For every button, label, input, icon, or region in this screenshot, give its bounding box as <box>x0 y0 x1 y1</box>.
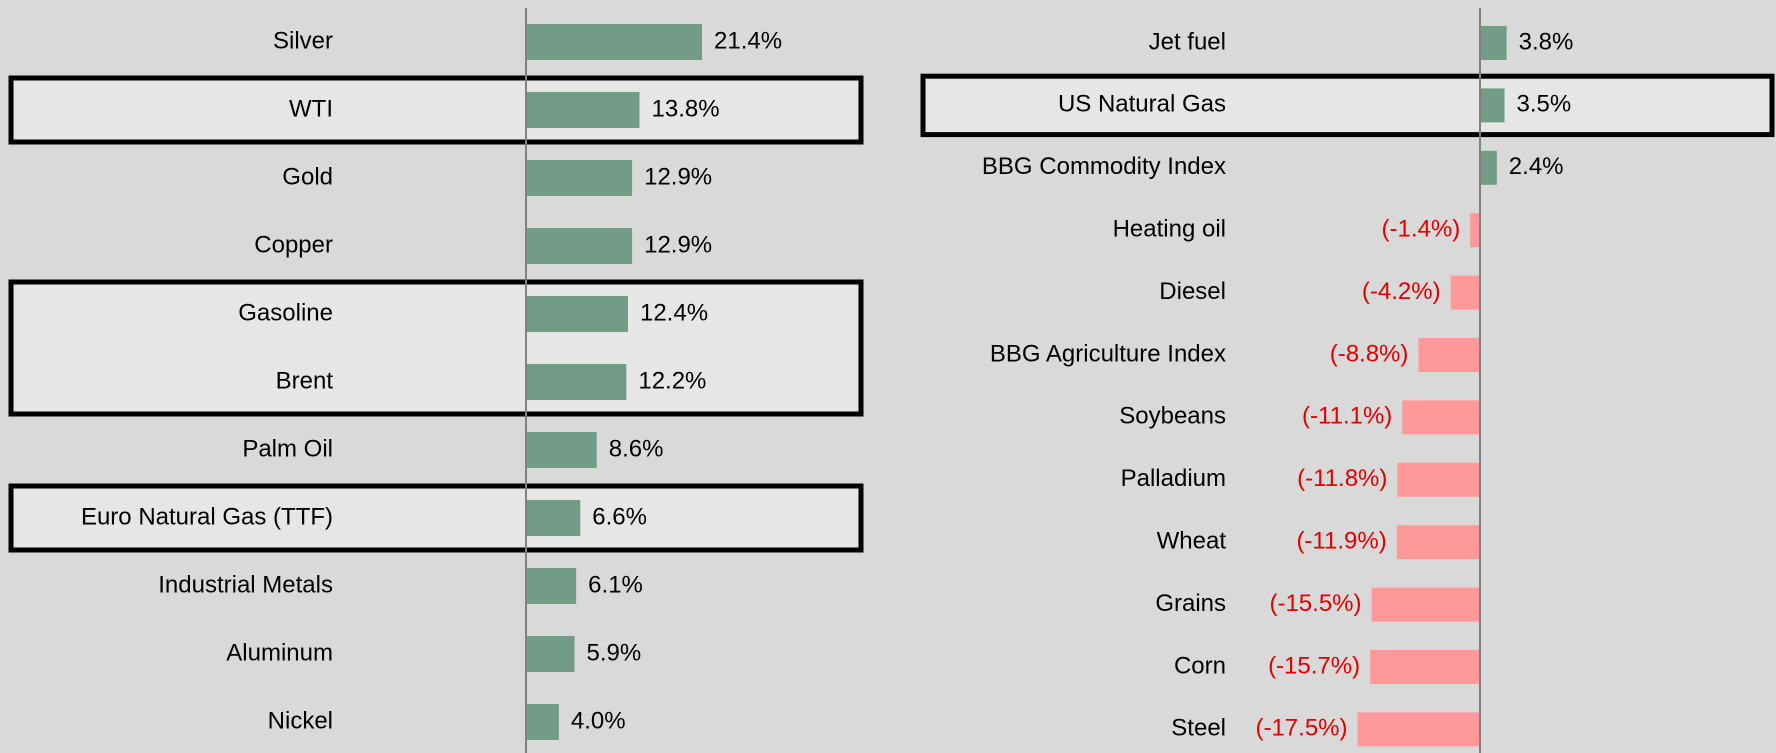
category-label: Palladium <box>1121 465 1226 492</box>
category-label: Jet fuel <box>1149 28 1226 55</box>
category-label: BBG Agriculture Index <box>990 340 1226 367</box>
bar <box>526 704 559 740</box>
bar <box>1480 26 1507 60</box>
bar <box>526 160 633 196</box>
value-label: (-11.8%) <box>1297 465 1387 492</box>
value-label: 3.5% <box>1517 91 1572 118</box>
bar <box>526 92 640 128</box>
category-label: Steel <box>1171 715 1226 742</box>
highlight-box <box>8 75 864 145</box>
highlight-box <box>920 73 1775 138</box>
value-label: 12.4% <box>640 299 708 326</box>
bar <box>1402 400 1480 435</box>
category-label: WTI <box>289 95 333 122</box>
bar <box>526 228 633 264</box>
category-label: Wheat <box>1157 528 1227 555</box>
category-label: US Natural Gas <box>1058 91 1226 118</box>
category-label: BBG Commodity Index <box>982 153 1226 180</box>
value-label: 12.2% <box>638 367 706 394</box>
category-label: Gold <box>282 163 333 190</box>
bar <box>1396 525 1480 560</box>
value-label: (-4.2%) <box>1362 278 1441 305</box>
bar <box>526 24 703 60</box>
bar <box>526 500 581 536</box>
bar <box>526 636 575 672</box>
category-label: Heating oil <box>1113 216 1226 243</box>
value-label: 6.6% <box>592 503 647 530</box>
bar <box>526 364 627 400</box>
category-label: Soybeans <box>1119 403 1226 430</box>
value-label: 12.9% <box>644 163 712 190</box>
value-label: 13.8% <box>652 95 720 122</box>
value-label: 12.9% <box>644 231 712 258</box>
value-label: (-8.8%) <box>1330 340 1409 367</box>
bar <box>1397 462 1480 497</box>
bar <box>1450 275 1480 310</box>
value-label: 2.4% <box>1509 153 1564 180</box>
category-label: Brent <box>276 367 334 394</box>
category-label: Palm Oil <box>242 435 333 462</box>
bar <box>1480 88 1505 123</box>
highlight-box <box>8 483 864 553</box>
category-label: Euro Natural Gas (TTF) <box>81 503 333 530</box>
bar <box>526 568 577 604</box>
category-label: Copper <box>254 231 333 258</box>
value-label: 8.6% <box>609 435 664 462</box>
value-label: 3.8% <box>1519 28 1574 55</box>
highlight-box <box>8 279 864 417</box>
value-label: (-15.5%) <box>1269 590 1361 617</box>
bar <box>526 296 628 332</box>
bar <box>1370 650 1480 684</box>
category-label: Aluminum <box>226 639 333 666</box>
value-label: (-17.5%) <box>1255 715 1347 742</box>
value-label: (-1.4%) <box>1382 216 1461 243</box>
category-label: Gasoline <box>238 299 333 326</box>
bar <box>1357 712 1480 747</box>
bar <box>526 432 597 468</box>
category-label: Corn <box>1174 652 1226 679</box>
bar <box>1480 150 1497 185</box>
value-label: 6.1% <box>588 571 643 598</box>
value-label: (-11.1%) <box>1302 403 1392 430</box>
category-label: Grains <box>1155 590 1226 617</box>
category-label: Nickel <box>268 707 333 734</box>
value-label: 5.9% <box>587 639 642 666</box>
bar <box>1371 587 1480 622</box>
category-label: Diesel <box>1159 278 1226 305</box>
value-label: (-11.9%) <box>1296 528 1386 555</box>
category-label: Silver <box>273 27 333 54</box>
bar <box>1470 213 1480 248</box>
category-label: Industrial Metals <box>158 571 333 598</box>
value-label: 4.0% <box>571 707 626 734</box>
bar <box>1418 338 1480 372</box>
value-label: (-15.7%) <box>1268 652 1360 679</box>
value-label: 21.4% <box>714 27 782 54</box>
